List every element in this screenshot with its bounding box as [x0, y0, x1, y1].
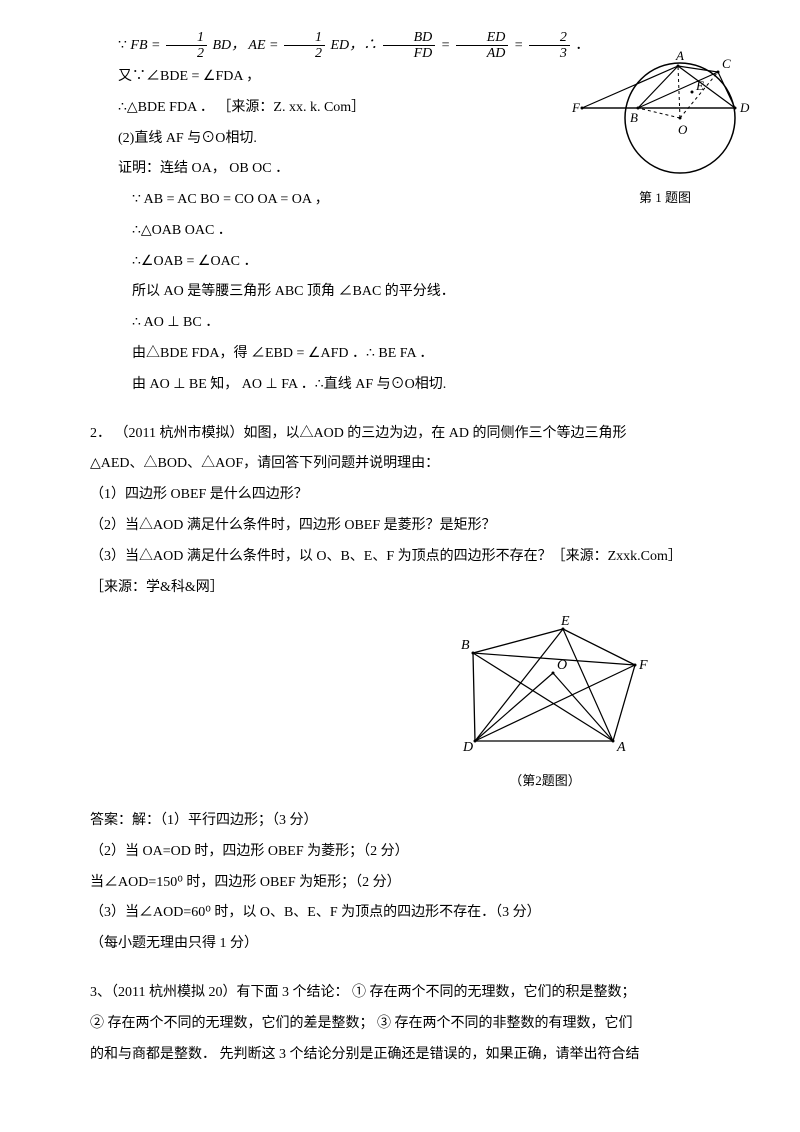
page: A C E D B F O 第 1 题图 ∵ FB = 12 BD， AE = … — [0, 0, 800, 1100]
p2-ans5: （每小题无理由只得 1 分） — [90, 929, 740, 960]
text: FB = — [130, 38, 160, 53]
text: BD， AE = — [212, 38, 278, 53]
p2-stem1: 2． （2011 杭州市模拟）如图，以△AOD 的三边为边，在 AD 的同侧作三… — [90, 419, 740, 450]
p2-src: ［来源：学&科&网］ — [90, 573, 740, 604]
svg-text:D: D — [739, 100, 750, 115]
svg-text:E: E — [560, 614, 570, 629]
svg-text:A: A — [675, 48, 684, 63]
svg-text:O: O — [557, 658, 567, 673]
p2-ans4: （3）当∠AOD=60⁰ 时，以 O、B、E、F 为顶点的四边形不存在．（3 分… — [90, 898, 740, 929]
figure-2-svg: B E F A D O — [435, 613, 655, 763]
fraction: 12 — [166, 30, 207, 62]
p1-line11: 由△BDE FDA，得 ∠EBD = ∠AFD ．∴ BE FA ． — [90, 339, 740, 370]
fraction: 12 — [284, 30, 325, 62]
svg-text:C: C — [722, 56, 731, 71]
fraction: EDAD — [456, 30, 509, 62]
p3-line3: 的和与商都是整数． 先判断这 3 个结论分别是正确还是错误的，如果正确，请举出符… — [90, 1040, 740, 1071]
svg-text:F: F — [638, 658, 648, 673]
figure-2: B E F A D O （第2题图） — [350, 613, 740, 796]
svg-text:D: D — [462, 740, 473, 755]
svg-text:B: B — [461, 638, 470, 653]
problem-1-section: A C E D B F O 第 1 题图 ∵ FB = 12 BD， AE = … — [90, 30, 740, 401]
spacer — [90, 960, 740, 978]
svg-text:E: E — [695, 78, 704, 93]
figure-2-caption: （第2题图） — [350, 767, 740, 796]
p2-q2: （2）当△AOD 满足什么条件时，四边形 OBEF 是菱形？是矩形？ — [90, 511, 740, 542]
svg-text:B: B — [630, 110, 638, 125]
text: = — [514, 38, 523, 53]
text: = — [441, 38, 450, 53]
text: ED，∴ — [330, 38, 377, 53]
p2-q1: （1）四边形 OBEF 是什么四边形？ — [90, 480, 740, 511]
figure-1: A C E D B F O 第 1 题图 — [570, 40, 760, 213]
p2-ans1: 答案：解：（1）平行四边形；（3 分） — [90, 806, 740, 837]
spacer — [90, 401, 740, 419]
svg-text:A: A — [616, 740, 626, 755]
p1-line7: ∴△OAB OAC ． — [90, 216, 740, 247]
p1-line10: ∴ AO ⊥ BC ． — [90, 308, 740, 339]
p2-q3: （3）当△AOD 满足什么条件时，以 O、B、E、F 为顶点的四边形不存在？［来… — [90, 542, 740, 573]
p1-line8: ∴∠OAB = ∠OAC ． — [90, 247, 740, 278]
fraction: BDFD — [383, 30, 436, 62]
text: ∵ — [118, 38, 130, 53]
p2-stem2: △AED、△BOD、△AOF，请回答下列问题并说明理由： — [90, 449, 740, 480]
p3-line1: 3、（2011 杭州模拟 20）有下面 3 个结论： ① 存在两个不同的无理数，… — [90, 978, 740, 1009]
figure-1-caption: 第 1 题图 — [570, 184, 760, 213]
p2-ans3: 当∠AOD=150⁰ 时，四边形 OBEF 为矩形；（2 分） — [90, 868, 740, 899]
svg-text:F: F — [571, 100, 581, 115]
p1-line12: 由 AO ⊥ BE 知， AO ⊥ FA ．∴直线 AF 与⊙O相切. — [90, 370, 740, 401]
p2-ans2: （2）当 OA=OD 时，四边形 OBEF 为菱形；（2 分） — [90, 837, 740, 868]
p3-line2: ② 存在两个不同的无理数，它们的差是整数； ③ 存在两个不同的非整数的有理数，它… — [90, 1009, 740, 1040]
svg-text:O: O — [678, 122, 688, 137]
p1-line9: 所以 AO 是等腰三角形 ABC 顶角 ∠BAC 的平分线． — [90, 277, 740, 308]
figure-1-svg: A C E D B F O — [570, 40, 760, 180]
fraction: 23 — [529, 30, 570, 62]
